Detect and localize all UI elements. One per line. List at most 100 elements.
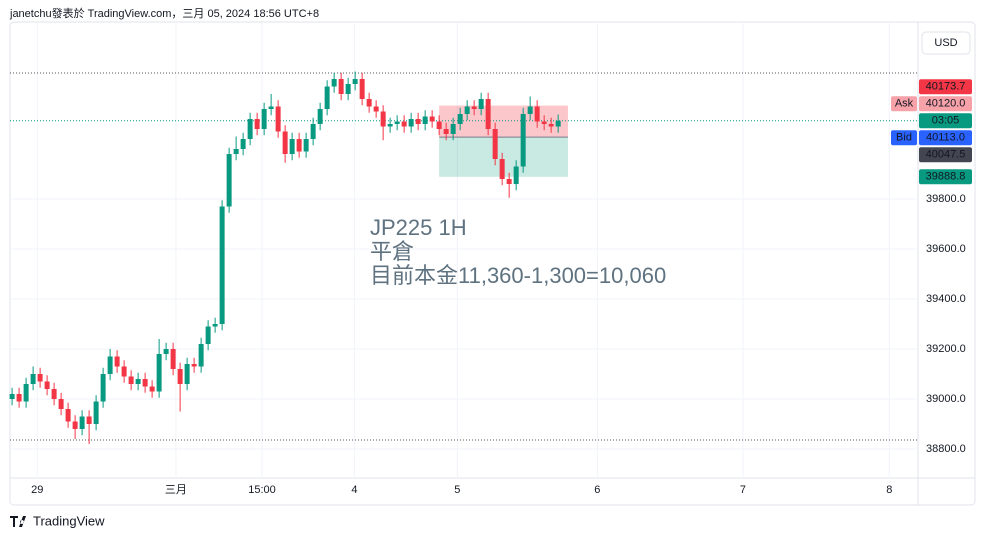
price-label: 40113.0	[926, 132, 965, 144]
x-tick-label: 29	[31, 484, 43, 496]
candle-body	[471, 106, 477, 109]
candle-body	[184, 364, 190, 384]
price-label: 40173.7	[926, 81, 966, 93]
price-label-box	[919, 96, 972, 112]
candle-body	[443, 129, 449, 134]
x-tick-label: 4	[351, 484, 357, 496]
y-tick-label: 39400.0	[926, 293, 966, 305]
header: janetchu發表於 TradingView.com，三月 05, 2024 …	[9, 6, 319, 20]
annotation: JP225 1H	[370, 215, 467, 240]
price-label: 03:05	[932, 115, 960, 127]
candle-body	[58, 399, 64, 409]
chart-frame	[9, 21, 976, 506]
candle-body	[177, 369, 183, 384]
candle-body	[401, 121, 407, 127]
candle-body	[324, 86, 330, 109]
candle-body	[163, 349, 169, 354]
candle-body	[114, 356, 120, 367]
candle-body	[352, 79, 358, 84]
footer-brand: TradingView	[33, 513, 105, 528]
y-tick-label: 39800.0	[926, 193, 966, 205]
candle-body	[359, 79, 365, 99]
price-label-box	[919, 113, 972, 129]
candle-body	[226, 154, 232, 207]
candle-body	[289, 139, 295, 154]
candle-body	[149, 386, 155, 392]
candle-body	[79, 416, 85, 429]
candle-body	[128, 376, 134, 384]
candle-body	[23, 384, 29, 402]
price-label-box	[919, 130, 972, 146]
candle-body	[261, 109, 267, 129]
y-tick-label: 39600.0	[926, 243, 966, 255]
candle-body	[457, 114, 463, 124]
annotation: 平倉	[370, 239, 414, 264]
candle-body	[548, 124, 554, 127]
logo	[10, 516, 26, 527]
candle-body	[282, 131, 288, 154]
candle-body	[541, 121, 547, 124]
candle-body	[135, 379, 141, 384]
currency[interactable]: USD	[934, 37, 957, 49]
ask-tag-box	[891, 96, 917, 112]
candle-body	[233, 149, 239, 154]
x-tick-label: 5	[454, 484, 460, 496]
price-label-box	[919, 169, 972, 185]
candle-body	[513, 166, 519, 184]
candle-body	[506, 179, 512, 184]
candle-body	[303, 139, 309, 152]
candle-body	[366, 99, 372, 107]
candle-body	[219, 206, 225, 324]
candle-body	[254, 119, 260, 129]
candle-body	[16, 394, 22, 402]
annotation: 目前本金11,360-1,300=10,060	[370, 263, 666, 288]
candle-body	[72, 421, 78, 429]
y-tick-label: 38800.0	[926, 443, 966, 455]
candle-body	[408, 119, 414, 127]
candle-body	[534, 106, 540, 122]
currency-button[interactable]	[921, 31, 971, 55]
candle-body	[275, 106, 281, 132]
candle-body	[30, 374, 36, 384]
candle-body	[415, 119, 421, 124]
candle-body	[380, 111, 386, 127]
candle-body	[142, 379, 148, 387]
candle-body	[247, 119, 253, 139]
candle-body	[450, 124, 456, 134]
candle-body	[100, 374, 106, 402]
price-label-box	[919, 147, 972, 163]
bid-tag: Bid	[896, 132, 912, 144]
x-tick-label: 15:00	[248, 484, 276, 496]
candle-body	[338, 79, 344, 94]
x-tick-label: 7	[740, 484, 746, 496]
candle-body	[436, 121, 442, 129]
price-label: 40047.5	[926, 149, 966, 161]
x-tick-label: 三月	[165, 484, 187, 496]
candle-body	[310, 124, 316, 139]
candle-body	[331, 79, 337, 87]
candle-body	[317, 109, 323, 124]
bid-tag-box	[891, 130, 917, 146]
candle-body	[387, 124, 393, 127]
candle-body	[9, 394, 15, 399]
x-tick-label: 8	[886, 484, 892, 496]
y-tick-label: 39200.0	[926, 343, 966, 355]
candle-body	[527, 106, 533, 114]
candle-body	[520, 114, 526, 167]
x-tick-label: 6	[594, 484, 600, 496]
candle-body	[170, 349, 176, 369]
y-tick-label: 39000.0	[926, 393, 966, 405]
candle-body	[268, 106, 274, 109]
candle-body	[191, 364, 197, 367]
candle-body	[121, 366, 127, 377]
candle-body	[44, 381, 50, 389]
ask-tag: Ask	[895, 98, 914, 110]
candle-body	[51, 389, 57, 399]
candle-body	[478, 99, 484, 109]
candle-body	[212, 324, 218, 327]
candle-body	[86, 416, 92, 424]
candle-body	[485, 99, 491, 129]
candle-body	[492, 129, 498, 159]
candle-body	[107, 356, 113, 374]
